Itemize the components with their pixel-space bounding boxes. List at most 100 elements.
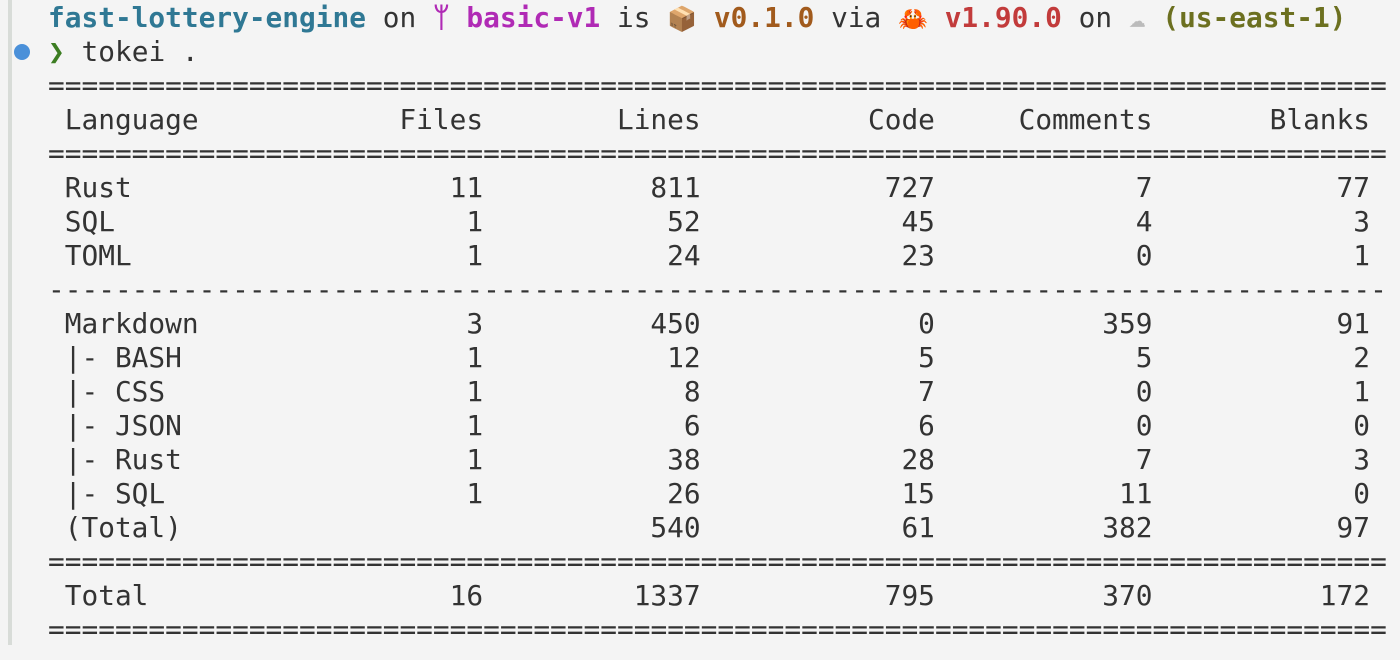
cell-blanks: 3	[1353, 205, 1371, 238]
cell-lines: 38	[667, 443, 701, 476]
status-dot-icon	[14, 44, 30, 60]
rust-version: v1.90.0	[944, 1, 1062, 34]
cell-blanks: 91	[1336, 307, 1371, 340]
cloud-icon: ☁	[1128, 1, 1146, 34]
repo-name: fast-lottery-engine	[48, 1, 366, 34]
table-row: SQL 1 52 45 4 3	[48, 205, 1387, 239]
cell-files: 1	[466, 409, 484, 442]
cell-blanks: 0	[1353, 477, 1371, 510]
cell-code: 7	[918, 375, 935, 408]
cell-comments: 4	[1135, 205, 1153, 238]
cell-code: 45	[901, 205, 935, 238]
cell-code: 795	[884, 579, 935, 612]
cell-code: 28	[901, 443, 935, 476]
cell-comments: 359	[1102, 307, 1153, 340]
cell-code: 6	[918, 409, 935, 442]
cell-lines: 540	[650, 511, 701, 544]
crab-icon: 🦀	[898, 5, 928, 33]
cell-code: 61	[901, 511, 935, 544]
table-row: |- BASH 1 12 5 5 2	[48, 341, 1387, 375]
cell-files: 1	[466, 443, 484, 476]
terminal-gutter	[8, 0, 12, 645]
aws-region: (us-east-1)	[1162, 1, 1347, 34]
header-blanks: Blanks	[1269, 103, 1371, 136]
cell-language: Markdown	[64, 307, 199, 340]
terminal-output: fast-lottery-engine on ᛘ basic-v1 is 📦 v…	[14, 1, 1387, 647]
cell-comments: 7	[1135, 171, 1153, 204]
cell-lines: 8	[683, 375, 701, 408]
cell-lines: 12	[667, 341, 701, 374]
cell-language: |- JSON	[64, 409, 182, 442]
table-total-row: Total 16 1337 795 370 172	[48, 579, 1387, 613]
cell-comments: 11	[1118, 477, 1153, 510]
cell-language: TOML	[64, 239, 132, 272]
command-text: tokei .	[81, 35, 199, 68]
cell-language: |- Rust	[64, 443, 182, 476]
cell-language: (Total)	[64, 511, 182, 544]
cell-comments: 370	[1102, 579, 1153, 612]
table-row: |- Rust 1 38 28 7 3	[48, 443, 1387, 477]
command-line: ❯ tokei .	[14, 35, 1387, 69]
cell-files: 1	[466, 477, 484, 510]
header-comments: Comments	[1018, 103, 1153, 136]
table-row: TOML 1 24 23 0 1	[48, 239, 1387, 273]
cell-blanks: 3	[1353, 443, 1371, 476]
cell-files: 16	[449, 579, 484, 612]
cell-language: Total	[64, 579, 149, 612]
cell-comments: 382	[1102, 511, 1153, 544]
cell-lines: 26	[667, 477, 701, 510]
cell-lines: 1337	[633, 579, 701, 612]
prompt-text: via	[831, 1, 882, 34]
cell-files: 1	[466, 239, 484, 272]
cell-language: Rust	[64, 171, 132, 204]
cell-blanks: 2	[1353, 341, 1371, 374]
cell-lines: 811	[650, 171, 701, 204]
cell-comments: 7	[1135, 443, 1153, 476]
single-rule: ----------------------------------------…	[48, 273, 1387, 306]
cell-comments: 5	[1135, 341, 1153, 374]
cell-blanks: 1	[1353, 375, 1371, 408]
cell-language: |- SQL	[64, 477, 166, 510]
table-header: Language Files Lines Code Comments Blanks	[48, 103, 1387, 137]
cell-comments: 0	[1135, 375, 1153, 408]
prompt-text: on	[1078, 1, 1113, 34]
cell-code: 5	[918, 341, 935, 374]
cell-files: 1	[466, 205, 484, 238]
cell-language: SQL	[64, 205, 115, 238]
cell-lines: 24	[667, 239, 701, 272]
cell-code: 15	[901, 477, 935, 510]
table-row: Rust 11 811 727 7 77	[48, 171, 1387, 205]
cell-blanks: 77	[1336, 171, 1371, 204]
cell-lines: 6	[683, 409, 701, 442]
package-version: v0.1.0	[713, 1, 815, 34]
prompt-text: on	[382, 1, 417, 34]
header-code: Code	[867, 103, 935, 136]
header-lines: Lines	[616, 103, 701, 136]
double-rule: ========================================…	[48, 137, 1387, 170]
table-row: Markdown 3 450 0 359 91	[48, 307, 1387, 341]
cell-language: |- CSS	[64, 375, 166, 408]
table-row: |- CSS 1 8 7 0 1	[48, 375, 1387, 409]
prompt-line: fast-lottery-engine on ᛘ basic-v1 is 📦 v…	[48, 1, 1387, 35]
cell-lines: 450	[650, 307, 701, 340]
prompt-text: is	[617, 1, 651, 34]
branch-name: basic-v1	[466, 1, 601, 34]
cell-files: 3	[466, 307, 484, 340]
cell-blanks: 1	[1353, 239, 1371, 272]
header-files: Files	[399, 103, 484, 136]
table-row: |- SQL 1 26 15 11 0	[48, 477, 1387, 511]
cell-files: 1	[466, 375, 484, 408]
cell-blanks: 172	[1319, 579, 1371, 612]
cell-code: 23	[901, 239, 935, 272]
double-rule: ========================================…	[48, 545, 1387, 578]
cell-code: 727	[884, 171, 935, 204]
double-rule: ========================================…	[48, 69, 1387, 102]
cell-comments: 0	[1135, 409, 1153, 442]
double-rule: ========================================…	[48, 613, 1387, 646]
cell-blanks: 97	[1336, 511, 1371, 544]
cell-language: |- BASH	[64, 341, 182, 374]
cell-comments: 0	[1135, 239, 1153, 272]
cell-files: 11	[449, 171, 484, 204]
git-branch-icon: ᛘ	[432, 1, 450, 34]
package-icon: 📦	[667, 5, 698, 33]
